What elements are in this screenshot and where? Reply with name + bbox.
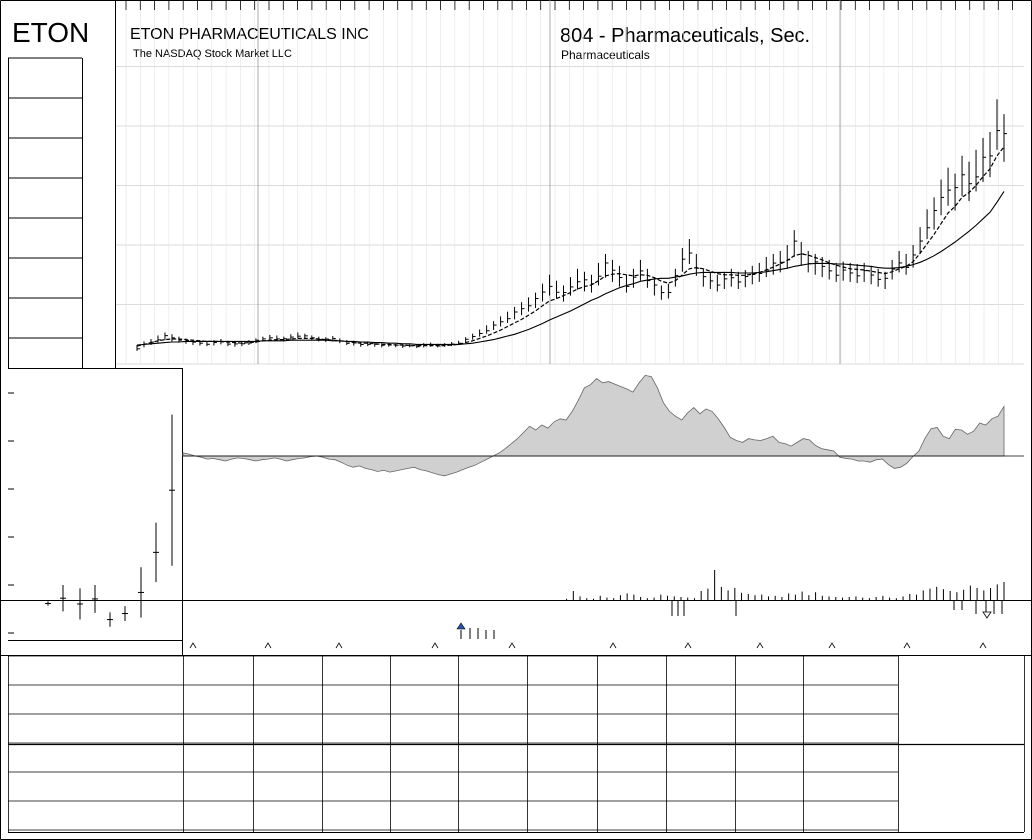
caret-marker (684, 642, 692, 649)
rs-area (182, 374, 1005, 477)
ma-10wk-line (136, 146, 1005, 347)
fundamentals-sidebar (8, 57, 83, 368)
down-arrow-icon (982, 611, 992, 619)
quarterly-table (8, 655, 1025, 833)
earnings-strip (189, 600, 1003, 649)
caret-marker (828, 642, 836, 649)
caret-marker (508, 642, 516, 649)
volume-panel (566, 570, 1005, 600)
relative-strength-panel (182, 374, 1024, 477)
caret-marker (189, 642, 197, 649)
price-panel (116, 0, 1024, 365)
caret-marker (609, 642, 617, 649)
up-arrow-icon (456, 622, 466, 630)
caret-marker (264, 642, 272, 649)
industry-subtitle: Pharmaceuticals (561, 48, 650, 62)
caret-marker (903, 642, 911, 649)
long-term-chart (8, 392, 182, 641)
chart-header: ETON ETON PHARMACEUTICALS INC The NASDAQ… (12, 17, 810, 62)
caret-marker (431, 642, 439, 649)
caret-marker (979, 642, 987, 649)
company-name: ETON PHARMACEUTICALS INC (130, 26, 369, 43)
ticker-symbol: ETON (12, 17, 89, 48)
caret-marker (335, 642, 343, 649)
ma-40wk-line (136, 191, 1005, 346)
caret-marker (756, 642, 764, 649)
exchange-name: The NASDAQ Stock Market LLC (133, 48, 292, 60)
industry-title: 804 - Pharmaceuticals, Sec. (560, 25, 810, 47)
